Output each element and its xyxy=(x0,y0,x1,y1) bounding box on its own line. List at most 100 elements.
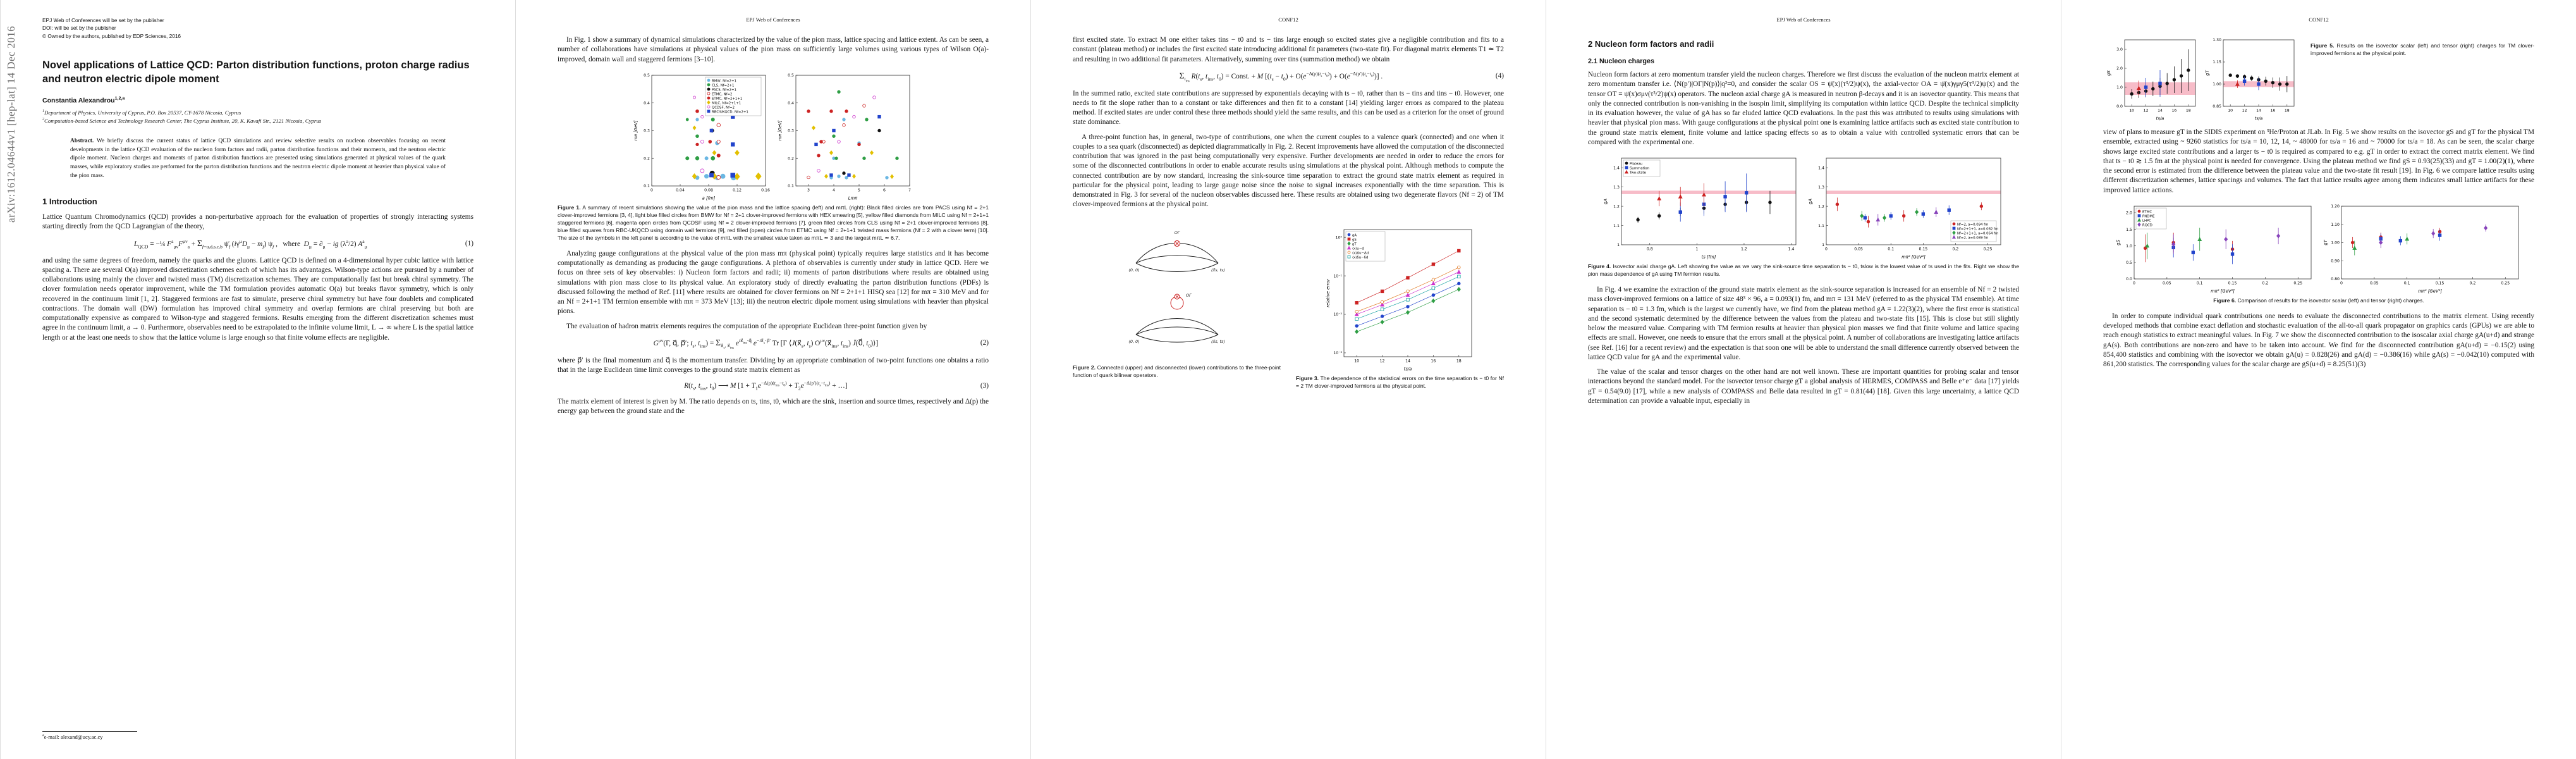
svg-text:2.0: 2.0 xyxy=(2126,211,2132,215)
paragraph-matrix-element: The matrix element of interest is given … xyxy=(558,398,989,416)
paragraph-summed-ratio: In the summed ratio, excited state contr… xyxy=(1073,89,1504,126)
svg-text:Lmπ: Lmπ xyxy=(848,195,858,201)
svg-text:0.1: 0.1 xyxy=(1888,247,1894,252)
svg-text:1.2: 1.2 xyxy=(1818,204,1824,209)
svg-text:1.00: 1.00 xyxy=(2331,240,2340,245)
running-header-odd: CONF12 xyxy=(1278,16,1298,23)
svg-text:1.1: 1.1 xyxy=(1613,224,1620,228)
svg-text:1.3: 1.3 xyxy=(1613,185,1620,190)
operator-insertion-label: OΓ xyxy=(1174,230,1180,235)
svg-text:gT: gT xyxy=(2205,70,2210,75)
paragraph-physical-point: Analyzing gauge configurations at the ph… xyxy=(558,249,989,316)
svg-text:10⁻¹: 10⁻¹ xyxy=(1333,274,1342,278)
footnote-email[interactable]: ae-mail: alexand@ucy.ac.cy xyxy=(42,734,103,740)
svg-text:0.15: 0.15 xyxy=(2228,281,2237,285)
svg-text:ts/a: ts/a xyxy=(1403,366,1412,371)
sink-label-2: (x⃗s, ts) xyxy=(1211,339,1225,344)
figure5-right-chart: 10 12 14 16 18 0.85 1.00 1.15 1.30 ts/a gT xyxy=(2204,35,2298,121)
svg-text:0.1: 0.1 xyxy=(788,184,794,188)
affiliation-2-mark: 2 xyxy=(42,118,44,122)
equation-2: Gμν(Γ, q⃗, p⃗′; ts, tins) = Σx⃗s, x⃗ins … xyxy=(558,338,989,350)
equation-1-body: LQCD = −¼ FaμνFμνa + Σf=u,d,s,c,b ψ̄f (i… xyxy=(133,238,367,249)
svg-text:0.12: 0.12 xyxy=(733,188,742,192)
svg-text:10⁻³: 10⁻³ xyxy=(1333,351,1342,355)
svg-text:relative error: relative error xyxy=(1326,278,1331,307)
figure3-block: 10 12 14 16 18 10⁻³ 10⁻² 10⁻¹ 10⁰ ts/a relative er… xyxy=(1296,225,1504,397)
figure2-caption-label: Figure 2. xyxy=(1073,364,1096,371)
footnote: ae-mail: alexand@ucy.ac.cy xyxy=(42,731,137,740)
svg-text:PACS, Nf=2+1: PACS, Nf=2+1 xyxy=(712,88,736,92)
svg-text:0.3: 0.3 xyxy=(644,128,650,133)
paragraph-gs-gt-results: view of plans to measure gT in the SIDIS… xyxy=(2103,128,2534,194)
author-name: Constantia Alexandrou xyxy=(42,96,115,104)
svg-text:Nf=2+1+1, a=0.064 fm: Nf=2+1+1, a=0.064 fm xyxy=(1957,231,1998,235)
svg-text:16: 16 xyxy=(2270,109,2275,113)
svg-text:1.5: 1.5 xyxy=(2126,228,2132,232)
paragraph-simulations: In Fig. 1 show a summary of dynamical si… xyxy=(558,36,989,63)
figure6-caption: Figure 6. Comparison of results for the … xyxy=(2103,297,2534,304)
svg-text:0.2: 0.2 xyxy=(2469,281,2475,285)
svg-text:PNDME: PNDME xyxy=(2142,214,2155,218)
author-affiliation-marks: 1,2,a xyxy=(114,96,125,101)
svg-text:3: 3 xyxy=(807,188,810,192)
publisher-line-1: EPJ Web of Conferences will be set by th… xyxy=(42,17,164,23)
figure-2-3-row: OΓ (0, 0) (x⃗s, ts) OΓ (0, 0) xyxy=(1073,225,1504,397)
paragraph-ga-extraction: In Fig. 4 we examine the extraction of t… xyxy=(1588,286,2019,361)
running-header-even: EPJ Web of Conferences xyxy=(746,16,800,23)
equation-3-body: R(ts, tins, t0) ⟶ M [1 + T1e−Δ(p)(tins−t… xyxy=(684,380,848,392)
svg-text:0.1: 0.1 xyxy=(2197,281,2203,285)
svg-text:1: 1 xyxy=(1822,243,1824,247)
paragraph-nucleon-charges: Nucleon form factors at zero momentum tr… xyxy=(1588,71,2019,146)
svg-text:ts [fm]: ts [fm] xyxy=(1702,255,1716,260)
section-2-1-heading: 2.1 Nucleon charges xyxy=(1588,58,1655,65)
svg-text:0.08: 0.08 xyxy=(704,188,713,192)
svg-text:18: 18 xyxy=(2285,109,2290,113)
svg-text:1.10: 1.10 xyxy=(2331,223,2340,227)
paragraph-ratio: where p⃗′ is the final momentum and q⃗ i… xyxy=(558,356,989,374)
arxiv-watermark: arXiv:1612.04644v1 [hep-lat] 14 Dec 2016 xyxy=(5,25,17,223)
svg-text:ETMC: ETMC xyxy=(2142,210,2152,214)
running-header-even-2: EPJ Web of Conferences xyxy=(1776,16,1831,23)
figure1-right-chart: 3 4 5 6 7 0.1 0.2 0.3 0.4 0.5 Lmπ mπ [GeV] xyxy=(776,70,914,201)
footnote-rule xyxy=(42,731,137,732)
abstract-text: We briefly discuss the current status of… xyxy=(70,138,446,179)
svg-text:1.4: 1.4 xyxy=(1613,166,1620,170)
paragraph-disconnected: In order to compute individual quark con… xyxy=(2103,312,2534,369)
figure5-left-chart: 10 12 14 16 18 0.0 1.0 2.0 3.0 ts/a gS xyxy=(2105,35,2200,121)
svg-text:0.2: 0.2 xyxy=(788,156,794,161)
equation-4: Σtins R(ts, tins, t0) = Const. + M [(ts … xyxy=(1073,71,1504,83)
svg-text:LHPC: LHPC xyxy=(2142,219,2151,223)
paragraph-connected-disconnected: A three-point function has, in general, … xyxy=(1073,133,1504,209)
svg-text:QCDSF, Nf=2: QCDSF, Nf=2 xyxy=(712,106,735,109)
svg-text:a [fm]: a [fm] xyxy=(702,195,716,201)
svg-text:0.05: 0.05 xyxy=(2370,281,2379,285)
svg-text:0.2: 0.2 xyxy=(2262,281,2268,285)
page-5: CONF12 10 12 14 16 18 0.0 1.0 2.0 3.0 ts/a gS 10 12… xyxy=(2061,0,2576,759)
svg-text:0: 0 xyxy=(1825,247,1828,252)
svg-text:0.25: 0.25 xyxy=(2501,281,2510,285)
figure4-caption-text: Isovector axial charge gA. Left showing … xyxy=(1588,263,2019,278)
svg-text:gS: gS xyxy=(2106,70,2111,76)
svg-text:1.20: 1.20 xyxy=(2331,204,2340,209)
svg-text:5: 5 xyxy=(858,188,860,192)
author-line: Constantia Alexandrou1,2,a xyxy=(42,96,473,104)
svg-text:1: 1 xyxy=(1695,247,1698,252)
svg-text:0.90: 0.90 xyxy=(2331,259,2340,263)
figure4-caption-label: Figure 4. xyxy=(1588,263,1611,269)
svg-text:10: 10 xyxy=(2228,109,2233,113)
svg-text:0.0: 0.0 xyxy=(2116,104,2123,109)
svg-text:RQCD: RQCD xyxy=(2142,223,2152,227)
svg-text:14: 14 xyxy=(2158,109,2163,113)
svg-text:0.16: 0.16 xyxy=(761,188,770,192)
figure1-caption-text: A summary of recent simulations showing … xyxy=(558,204,989,241)
figure3-caption: Figure 3. The dependence of the statisti… xyxy=(1296,374,1504,390)
svg-text:⟨x⟩u−d: ⟨x⟩u−d xyxy=(1352,246,1364,250)
section-1-heading: 1 Introduction xyxy=(42,197,97,207)
svg-text:1.2: 1.2 xyxy=(1613,204,1620,209)
svg-text:0.2: 0.2 xyxy=(644,156,650,161)
svg-text:0.05: 0.05 xyxy=(2163,281,2171,285)
svg-text:mπ [GeV]: mπ [GeV] xyxy=(633,120,638,141)
svg-text:1.1: 1.1 xyxy=(1818,224,1824,228)
svg-text:1.4: 1.4 xyxy=(1788,247,1795,252)
svg-text:mπ² [GeV²]: mπ² [GeV²] xyxy=(1901,255,1926,260)
